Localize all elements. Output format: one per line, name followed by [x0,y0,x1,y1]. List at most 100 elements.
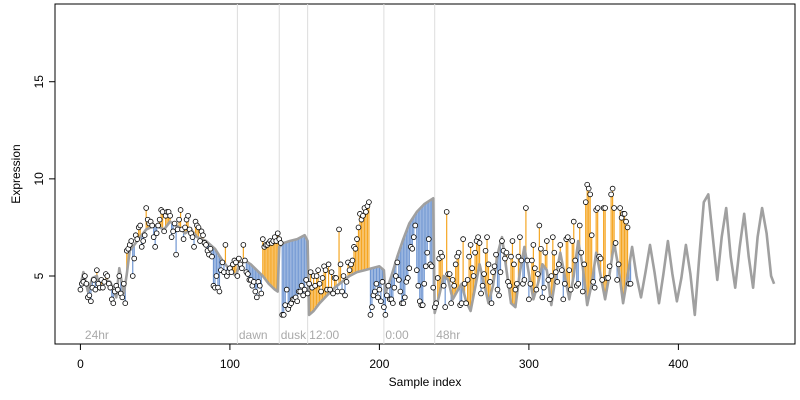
data-point [339,288,345,295]
data-point [191,244,197,250]
data-point [515,253,522,260]
data-point [149,222,155,229]
data-point [575,280,582,287]
data-point [433,300,440,307]
data-point [464,277,471,283]
data-point [333,275,339,281]
data-point [585,185,592,192]
data-point [538,246,544,252]
data-point [138,244,145,250]
data-point [313,273,320,279]
data-point [283,286,290,293]
data-point [587,191,593,198]
data-point [257,282,263,289]
y-tick-label: 10 [32,172,46,186]
data-point [557,242,564,248]
data-point [446,271,453,277]
data-point [258,290,265,297]
data-point [493,251,499,258]
data-point [422,263,429,270]
data-point [328,269,335,275]
data-point [588,232,595,239]
data-point [382,312,389,318]
data-point [168,234,175,240]
data-point [242,257,248,264]
data-point [581,261,588,268]
data-point [297,288,303,295]
data-point [119,294,126,301]
data-point [378,298,384,305]
data-point [189,234,196,240]
data-point [197,238,203,244]
data-point [402,294,408,301]
data-point [521,277,528,283]
data-point [460,236,466,242]
data-point [461,280,468,287]
data-point [379,279,386,285]
data-point [455,249,462,256]
data-point [518,257,525,264]
data-point [548,273,555,279]
data-point [274,230,281,237]
data-point [514,280,520,287]
data-point [425,236,432,242]
data-point [394,259,401,266]
data-point [251,279,257,285]
data-point [421,280,428,287]
data-point [566,267,573,273]
data-point [561,280,568,287]
data-point [478,290,484,297]
data-point [174,226,181,233]
data-point [373,280,380,287]
data-point [355,224,362,231]
data-point [544,238,550,244]
data-point [502,255,508,262]
data-point [512,286,519,293]
data-point [472,249,478,256]
data-point [488,300,495,307]
data-point [396,277,402,283]
data-point [576,222,583,229]
data-point [94,267,100,273]
data-point [92,286,99,293]
data-point [315,267,321,273]
data-point [400,300,407,307]
data-point [185,212,191,219]
x-tick-label: 400 [668,357,688,371]
phase-label: dusk [281,328,307,342]
data-point [334,288,341,295]
data-point [463,300,469,307]
data-point [153,230,160,237]
data-point [236,255,242,262]
data-point [533,286,540,293]
data-point [352,246,359,252]
data-point [555,261,562,268]
phase-label: dawn [239,328,268,342]
data-point [294,298,300,305]
data-point [141,232,148,239]
data-point [612,240,619,246]
data-point [252,288,259,295]
data-point [280,312,287,318]
data-point [298,282,305,289]
data-point [481,271,487,277]
data-point [342,292,348,299]
data-point [485,261,492,268]
plot-box [54,3,796,345]
data-point [434,275,441,281]
data-point [458,300,465,307]
data-point [369,304,375,310]
data-point [83,280,90,287]
data-point [484,234,490,240]
data-point [303,277,309,283]
x-axis: 0 100 200 300 400 [77,344,689,371]
data-point [572,257,579,264]
data-point [336,226,342,233]
data-point [177,207,184,213]
data-point [627,280,634,287]
data-point [363,209,369,215]
data-point [228,269,235,275]
x-tick-label: 100 [220,357,240,371]
data-point [614,277,620,283]
data-point [558,267,565,273]
